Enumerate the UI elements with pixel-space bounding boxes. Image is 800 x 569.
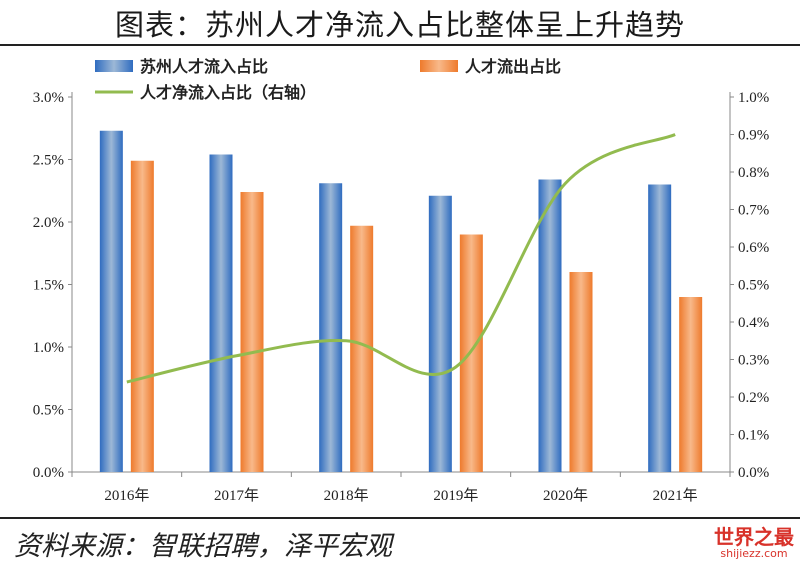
- legend-swatch-inflow: [95, 60, 133, 72]
- watermark-url: shijiezz.com: [720, 547, 788, 560]
- right-tick-label: 0.8%: [738, 165, 769, 181]
- inflow-bar: [209, 154, 233, 472]
- x-tick-label: 2018年: [324, 487, 369, 504]
- inflow-bar: [538, 179, 562, 472]
- net-inflow-line: [126, 133, 676, 384]
- left-tick-label: 0.5%: [33, 403, 64, 419]
- footer-divider: [0, 517, 800, 519]
- right-tick-label: 0.3%: [738, 353, 769, 369]
- right-tick-label: 1.0%: [738, 90, 769, 106]
- right-tick-label: 0.9%: [738, 128, 769, 144]
- right-tick-label: 0.0%: [738, 465, 769, 481]
- x-tick-label: 2019年: [433, 487, 478, 504]
- right-tick-label: 0.5%: [738, 278, 769, 294]
- outflow-bar: [569, 272, 593, 472]
- x-tick-label: 2020年: [543, 487, 588, 504]
- left-tick-label: 1.5%: [33, 278, 64, 294]
- inflow-bar: [648, 184, 672, 472]
- left-tick-label: 1.0%: [33, 340, 64, 356]
- x-tick-label: 2017年: [214, 487, 259, 504]
- left-tick-label: 0.0%: [33, 465, 64, 481]
- outflow-bar: [130, 160, 154, 472]
- x-tick-label: 2021年: [653, 487, 698, 504]
- right-tick-label: 0.1%: [738, 428, 769, 444]
- left-tick-label: 2.5%: [33, 153, 64, 169]
- outflow-bar: [679, 297, 703, 472]
- x-tick-label: 2016年: [104, 487, 149, 504]
- legend-swatch-outflow: [420, 60, 458, 72]
- legend-label-inflow: 苏州人才流入占比: [140, 57, 268, 76]
- outflow-bar: [240, 192, 264, 472]
- right-tick-label: 0.2%: [738, 390, 769, 406]
- right-tick-label: 0.4%: [738, 315, 769, 331]
- inflow-bar: [99, 130, 123, 472]
- outflow-bar: [350, 225, 374, 472]
- title-divider: [0, 44, 800, 46]
- left-tick-label: 3.0%: [33, 90, 64, 106]
- inflow-bar: [428, 195, 452, 472]
- left-tick-label: 2.0%: [33, 215, 64, 231]
- legend-label-net: 人才净流入占比（右轴）: [140, 83, 316, 102]
- right-tick-label: 0.7%: [738, 203, 769, 219]
- outflow-bar: [459, 234, 483, 472]
- source-note: 资料来源：智联招聘，泽平宏观: [14, 531, 392, 562]
- legend-label-outflow: 人才流出占比: [465, 57, 561, 76]
- chart-title: 图表：苏州人才净流入占比整体呈上升趋势: [114, 8, 685, 42]
- inflow-bar: [319, 183, 343, 472]
- watermark-logo: 世界之最 shijiezz.com: [714, 526, 794, 560]
- watermark-name: 世界之最: [714, 525, 794, 549]
- right-tick-label: 0.6%: [738, 240, 769, 256]
